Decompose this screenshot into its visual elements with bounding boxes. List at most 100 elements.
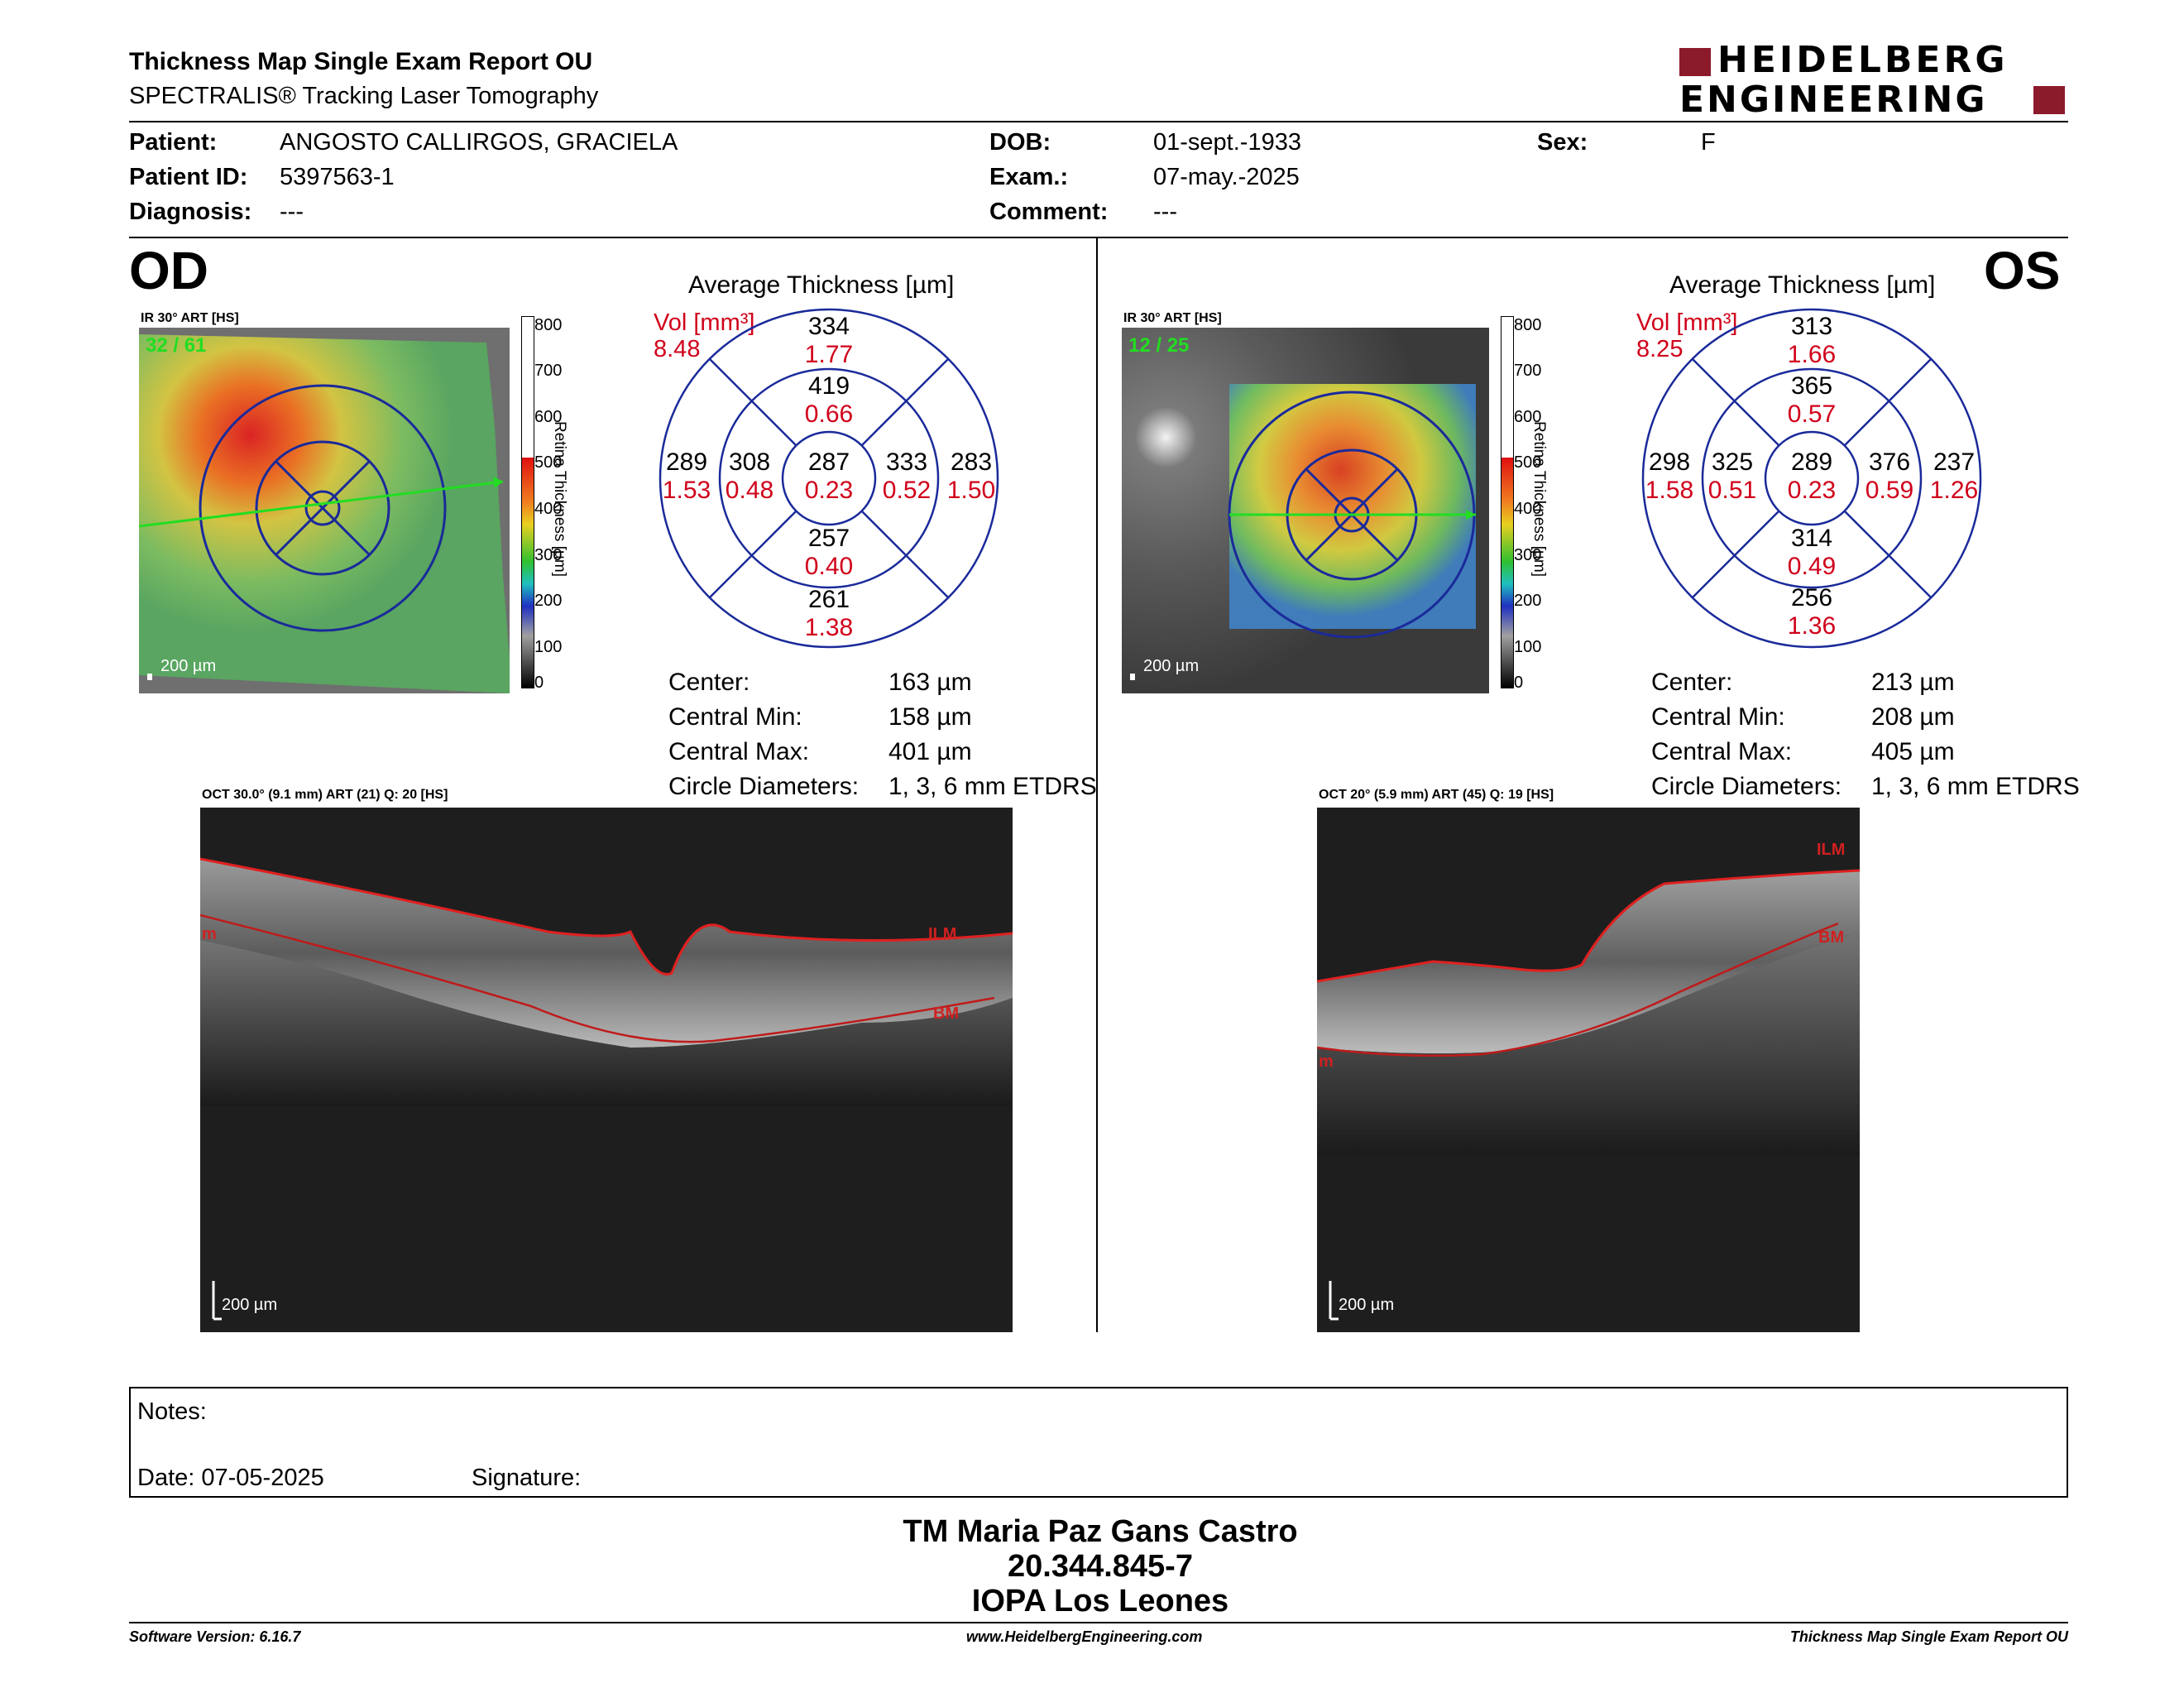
os-outer-right-volume: 1.26: [1929, 477, 1979, 504]
os-center-thickness: 289: [1790, 448, 1833, 476]
od-colorbar-gradient: [521, 316, 534, 688]
os-inner-left-thickness: 325: [1711, 448, 1754, 476]
os-eye-label: OS: [1984, 241, 2061, 300]
od-colorbar: 800 700 600 500 400 300 200 100 0 Retina…: [510, 316, 625, 692]
patient-id-value: 5397563-1: [280, 164, 395, 190]
os-diam-label: Circle Diameters:: [1651, 773, 1842, 800]
os-tick-700: 700: [1514, 362, 1542, 380]
od-tick-300: 300: [534, 546, 563, 564]
website-link[interactable]: www.HeidelbergEngineering.com: [966, 1628, 1203, 1645]
od-center-volume: 0.23: [804, 477, 854, 504]
dob-label: DOB:: [989, 129, 1051, 156]
od-inner-right-volume: 0.52: [882, 477, 932, 504]
heidelberg-logo: HEIDELBERG ENGINEERING: [1679, 40, 2068, 121]
comment-label: Comment:: [989, 199, 1109, 225]
od-sector-inner-inferior: 257 0.40: [804, 525, 854, 581]
od-outer-right-volume: 1.50: [946, 477, 996, 504]
od-sector-outer-left: 289 1.53: [662, 448, 711, 505]
diagnosis-label: Diagnosis:: [129, 199, 252, 225]
footer-divider: [129, 1622, 2068, 1623]
comment-value: ---: [1153, 199, 1177, 225]
footer-report-name: Thickness Map Single Exam Report OU: [1789, 1628, 2068, 1645]
od-tick-100: 100: [534, 638, 563, 656]
od-sector-outer-superior: 334 1.77: [804, 313, 854, 369]
od-center-label: Center:: [668, 669, 750, 696]
diagnosis-value: ---: [280, 199, 304, 225]
os-sector-inner-inferior: 314 0.49: [1787, 525, 1837, 581]
os-tick-100: 100: [1514, 638, 1542, 656]
logo-text-line1: HEIDELBERG: [1717, 39, 2009, 81]
od-ilm-label: ILM: [928, 925, 957, 943]
os-vol-total: 8.25: [1636, 336, 1684, 362]
notes-box: Notes: Date: 07-05-2025 Signature:: [129, 1387, 2068, 1498]
os-ir-label: IR 30° ART [HS]: [1123, 311, 1222, 325]
os-tick-300: 300: [1514, 546, 1542, 564]
os-oct-scan: ILM BM m 200 µm: [1317, 808, 1860, 1332]
os-outer-inf-volume: 1.36: [1787, 612, 1837, 640]
logo-square-bottom: [2033, 86, 2065, 114]
od-oct-scan: ILM BM m 200 µm: [200, 808, 1013, 1332]
od-sector-inner-left: 308 0.48: [725, 448, 774, 505]
os-oct-label: OCT 20° (5.9 mm) ART (45) Q: 19 [HS]: [1319, 788, 1554, 802]
logo-text-line2: ENGINEERING: [1679, 79, 1988, 121]
od-max-value: 401 µm: [888, 738, 972, 765]
os-avg-title: Average Thickness [µm]: [1669, 271, 1936, 299]
od-diam-value: 1, 3, 6 mm ETDRS: [888, 773, 1097, 800]
os-center-value: 213 µm: [1871, 669, 1955, 696]
os-outer-right-thickness: 237: [1933, 448, 1976, 476]
od-inner-left-volume: 0.48: [725, 477, 774, 504]
dob-value: 01-sept.-1933: [1153, 129, 1301, 156]
od-inner-sup-volume: 0.66: [804, 400, 854, 428]
os-center-volume: 0.23: [1787, 477, 1837, 504]
od-vol-total: 8.48: [654, 336, 701, 362]
os-bm-label: BM: [1818, 928, 1845, 947]
os-sector-inner-superior: 365 0.57: [1787, 372, 1837, 429]
os-colorbar-gradient: [1501, 316, 1514, 688]
os-outer-sup-thickness: 313: [1790, 313, 1833, 340]
os-diam-value: 1, 3, 6 mm ETDRS: [1871, 773, 2080, 800]
software-version: Software Version: 6.16.7: [129, 1628, 301, 1645]
od-bm-label: BM: [933, 1005, 960, 1023]
report-subtitle: SPECTRALIS® Tracking Laser Tomography: [129, 83, 599, 109]
od-outer-sup-volume: 1.77: [804, 341, 854, 368]
os-max-value: 405 µm: [1871, 738, 1955, 765]
os-outer-inf-thickness: 256: [1790, 584, 1833, 611]
sex-value: F: [1701, 129, 1716, 156]
od-tick-200: 200: [534, 592, 563, 610]
os-tick-400: 400: [1514, 500, 1542, 518]
os-frames: 12 / 25: [1128, 334, 1190, 357]
signer-name: TM Maria Paz Gans Castro: [903, 1514, 1298, 1549]
exam-label: Exam.:: [989, 164, 1069, 190]
od-oct-label: OCT 30.0° (9.1 mm) ART (21) Q: 20 [HS]: [202, 788, 448, 802]
od-max-label: Central Max:: [668, 738, 810, 765]
center-divider: [1096, 238, 1098, 1332]
os-tick-500: 500: [1514, 453, 1542, 472]
os-sector-inner-right: 376 0.59: [1865, 448, 1914, 505]
os-max-label: Central Max:: [1651, 738, 1793, 765]
od-tick-400: 400: [534, 500, 563, 518]
header-divider: [129, 121, 2068, 122]
od-eye-label: OD: [129, 241, 208, 300]
od-etdrs-grid: 287 0.23 419 0.66 257 0.40 308 0.48 333 …: [659, 308, 999, 649]
os-map-scale: 200 µm: [1143, 657, 1200, 675]
od-inner-right-thickness: 333: [885, 448, 928, 476]
signature-label: Signature:: [472, 1465, 582, 1491]
os-sector-center: 289 0.23: [1787, 448, 1837, 505]
od-center-thickness: 287: [807, 448, 850, 476]
od-tick-600: 600: [534, 408, 563, 426]
os-sector-outer-inferior: 256 1.36: [1787, 584, 1837, 640]
patient-id-label: Patient ID:: [129, 164, 248, 190]
os-m-label: m: [1319, 1053, 1334, 1071]
os-sector-outer-superior: 313 1.66: [1787, 313, 1837, 369]
os-tick-200: 200: [1514, 592, 1542, 610]
os-ilm-label: ILM: [1817, 841, 1846, 859]
os-outer-left-volume: 1.58: [1645, 477, 1694, 504]
od-sector-inner-right: 333 0.52: [882, 448, 932, 505]
od-tick-800: 800: [534, 316, 563, 334]
od-m-label: m: [202, 925, 217, 943]
od-min-value: 158 µm: [888, 703, 972, 731]
od-outer-sup-thickness: 334: [807, 313, 850, 340]
od-oct-scale: 200 µm: [222, 1296, 278, 1314]
od-colorbar-title: Retina Thickness [µm]: [551, 421, 568, 577]
os-sector-outer-right: 237 1.26: [1929, 448, 1979, 505]
